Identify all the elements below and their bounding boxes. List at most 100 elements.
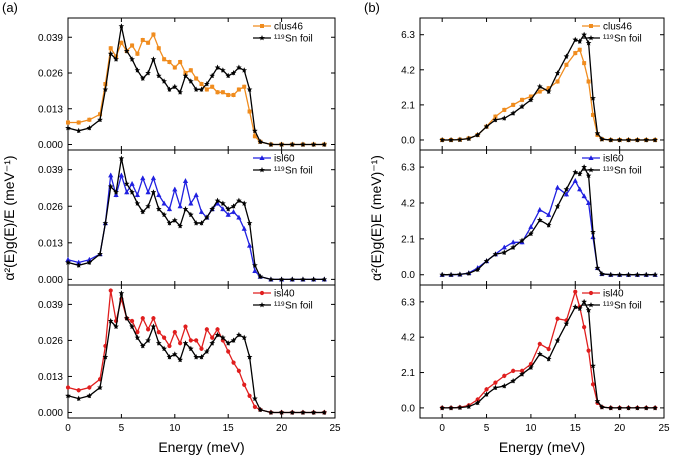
y-tick-label: 0.026 [38, 336, 63, 347]
data-point [220, 206, 226, 212]
data-point [65, 259, 71, 265]
data-point [577, 47, 582, 52]
y-axis-title: α²(E)g(E)/E (meV⁻¹) [1, 155, 17, 280]
data-point [145, 203, 151, 209]
data-point [310, 409, 317, 415]
data-point [652, 404, 658, 411]
y-tick-label: 6.3 [401, 30, 415, 41]
data-point [590, 382, 596, 387]
legend-entry: clus46 [253, 22, 303, 33]
data-point [97, 251, 103, 257]
data-point [616, 271, 623, 278]
x-tick-label: 25 [329, 423, 341, 434]
data-point [546, 86, 551, 91]
data-point [268, 276, 274, 282]
data-point [194, 76, 199, 81]
data-point [519, 371, 525, 377]
data-point [590, 229, 596, 235]
data-point [247, 109, 252, 114]
legend-marker [259, 155, 265, 160]
legend-entry: clus46 [582, 22, 632, 33]
data-point [585, 200, 592, 205]
legend-entry: ¹¹⁹Sn foil [582, 34, 642, 45]
data-point [599, 404, 605, 410]
data-point [155, 340, 162, 346]
data-point [594, 264, 601, 271]
data-point [563, 186, 570, 192]
legend-marker [588, 302, 594, 308]
x-tick-label: 5 [119, 423, 125, 434]
data-point [230, 337, 237, 343]
data-point [172, 186, 178, 192]
y-tick-label: 4.2 [401, 65, 415, 76]
data-point [643, 136, 650, 143]
data-point [194, 338, 199, 343]
data-point [177, 203, 183, 209]
legend-marker [588, 35, 594, 41]
data-point [474, 266, 481, 273]
series-line [442, 179, 656, 276]
data-point [198, 86, 205, 92]
series-sn [65, 155, 328, 282]
data-point [572, 169, 579, 175]
data-point [581, 298, 587, 305]
data-point [520, 97, 525, 102]
data-point [65, 385, 71, 390]
data-point [150, 323, 157, 329]
data-point [102, 86, 109, 92]
data-point [140, 38, 145, 42]
data-point [607, 404, 614, 411]
legend-label: ¹¹⁹Sn foil [274, 166, 313, 177]
x-axis-title: Energy (meV) [158, 439, 244, 455]
data-point [439, 404, 446, 411]
data-point [171, 351, 178, 357]
data-point [75, 127, 82, 134]
data-point [151, 316, 156, 321]
data-point [204, 327, 209, 332]
x-axis-title: Energy (meV) [499, 439, 585, 455]
legend-entry: isl60 [253, 154, 295, 165]
data-point [555, 316, 560, 321]
y-tick-label: 0.026 [38, 202, 63, 213]
y-tick-label: 0.013 [38, 104, 63, 115]
data-point [193, 192, 199, 197]
data-point [118, 172, 124, 178]
data-point [564, 62, 569, 67]
data-point [177, 356, 183, 363]
data-point [652, 271, 658, 278]
data-point [590, 95, 596, 101]
x-tick-label: 5 [484, 423, 490, 434]
data-point [465, 135, 472, 142]
data-point [528, 94, 533, 99]
data-point [528, 230, 534, 237]
data-point [643, 271, 650, 278]
data-point [634, 136, 641, 143]
data-point [87, 385, 92, 390]
legend-label: ¹¹⁹Sn foil [274, 301, 313, 312]
data-point [161, 200, 167, 206]
data-point [135, 51, 140, 56]
data-point [177, 222, 183, 229]
data-point [209, 72, 216, 79]
data-point [66, 120, 70, 125]
series-line [68, 33, 325, 146]
data-point [214, 197, 221, 204]
panel-label-a: (a) [2, 0, 18, 15]
data-point [139, 75, 146, 81]
legend-label: ¹¹⁹Sn foil [603, 301, 642, 312]
legend-label: ¹¹⁹Sn foil [603, 166, 642, 177]
data-point [178, 341, 183, 346]
data-point [519, 368, 525, 373]
data-point [448, 136, 454, 143]
data-point [167, 60, 172, 64]
data-point [310, 141, 317, 147]
data-point [161, 78, 167, 84]
legend-marker [259, 35, 265, 41]
x-tick-label: 20 [276, 423, 288, 434]
data-point [171, 217, 178, 223]
data-point [199, 82, 204, 86]
